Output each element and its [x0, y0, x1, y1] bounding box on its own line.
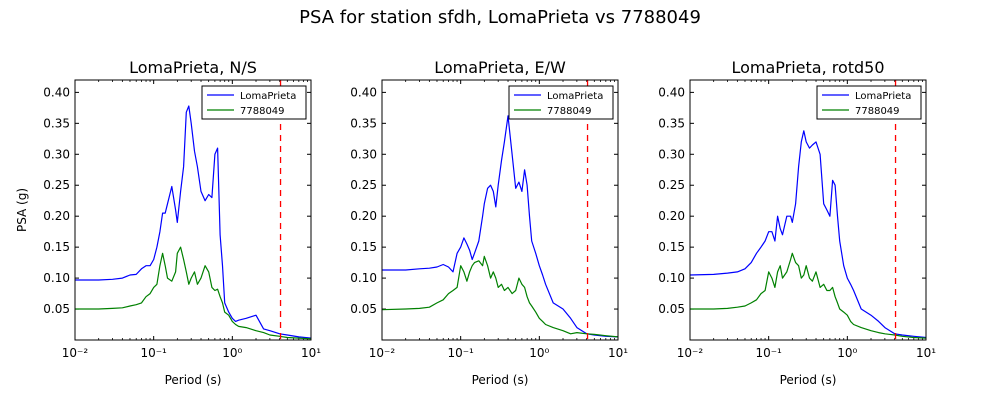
legend-label: 7788049 — [547, 106, 592, 117]
y-tick-label: 0.10 — [658, 271, 685, 285]
y-tick-label: 0.30 — [350, 147, 377, 161]
y-axis-label: PSA (g) — [15, 188, 29, 232]
y-tick-label: 0.35 — [350, 116, 377, 130]
y-tick-label: 0.25 — [43, 178, 70, 192]
y-tick-label: 0.05 — [43, 302, 70, 316]
chart-panel-2: LomaPrieta, E/W 10⁻² 10⁻¹ 10⁰ 10¹ 0.05 0.10 0.1… — [350, 58, 628, 387]
y-tick-label: 0.40 — [658, 85, 685, 99]
y-tick-label: 0.05 — [350, 302, 377, 316]
legend: LomaPrieta 7788049 — [201, 85, 307, 120]
y-tick-label: 0.15 — [658, 240, 685, 254]
legend: LomaPrieta 7788049 — [816, 85, 922, 120]
chart-title: LomaPrieta, N/S — [129, 58, 257, 77]
series-line-1 — [689, 130, 927, 339]
y-tick-label: 0.25 — [658, 178, 685, 192]
legend-box — [201, 85, 307, 120]
y-tick-label: 0.30 — [43, 147, 70, 161]
x-tick-label: 10¹ — [608, 346, 628, 360]
x-axis-label: Period (s) — [780, 373, 837, 387]
axes-frame — [689, 79, 927, 341]
y-tick-label: 0.30 — [658, 147, 685, 161]
axes-frame — [74, 79, 312, 341]
y-tick-label: 0.35 — [658, 116, 685, 130]
figure-title: PSA for station sfdh, LomaPrieta vs 7788… — [299, 7, 701, 28]
x-tick-label: 10¹ — [916, 346, 936, 360]
x-tick-label: 10⁻¹ — [755, 346, 782, 360]
legend-box — [508, 85, 614, 120]
x-axis-label: Period (s) — [165, 373, 222, 387]
legend-label: LomaPrieta — [547, 91, 603, 102]
x-tick-label: 10⁻² — [62, 346, 89, 360]
x-tick-label: 10⁻¹ — [140, 346, 167, 360]
chart-title: LomaPrieta, rotd50 — [731, 58, 884, 77]
x-tick-label: 10⁰ — [529, 346, 549, 360]
axes-frame — [381, 79, 619, 341]
chart-title: LomaPrieta, E/W — [434, 58, 566, 77]
y-tick-label: 0.10 — [43, 271, 70, 285]
legend-box — [816, 85, 922, 120]
series-line-1 — [382, 115, 619, 338]
x-tick-label: 10⁻¹ — [447, 346, 474, 360]
y-tick-label: 0.15 — [350, 240, 377, 254]
x-tick-label: 10⁰ — [222, 346, 242, 360]
x-axis-label: Period (s) — [472, 373, 529, 387]
y-tick-label: 0.15 — [43, 240, 70, 254]
y-tick-label: 0.05 — [658, 302, 685, 316]
y-tick-label: 0.20 — [350, 209, 377, 223]
series-line-2 — [690, 252, 927, 339]
y-tick-label: 0.20 — [658, 209, 685, 223]
legend-label: LomaPrieta — [240, 91, 296, 102]
y-tick-label: 0.25 — [350, 178, 377, 192]
chart-panel-3: LomaPrieta, rotd50 10⁻² 10⁻¹ 10⁰ 10¹ 0.05 0.10… — [658, 58, 936, 387]
legend-label: 7788049 — [240, 106, 285, 117]
chart-panel-1: LomaPrieta, N/S 10⁻² 10⁻¹ 10⁰ 10¹ 0.05 0.10 0.1… — [15, 58, 321, 387]
y-tick-label: 0.40 — [350, 85, 377, 99]
y-tick-label: 0.35 — [43, 116, 70, 130]
y-tick-label: 0.20 — [43, 209, 70, 223]
x-tick-label: 10⁻² — [677, 346, 704, 360]
series-line-2 — [381, 255, 619, 338]
x-tick-label: 10¹ — [301, 346, 321, 360]
x-tick-label: 10⁻² — [369, 346, 396, 360]
legend-label: LomaPrieta — [855, 91, 911, 102]
x-tick-label: 10⁰ — [837, 346, 857, 360]
series-line-2 — [75, 246, 312, 340]
charts-container: LomaPrieta, N/S 10⁻² 10⁻¹ 10⁰ 10¹ 0.05 0.10 0.1… — [15, 58, 936, 387]
legend: LomaPrieta 7788049 — [508, 85, 614, 120]
y-tick-label: 0.10 — [350, 271, 377, 285]
y-tick-label: 0.40 — [43, 85, 70, 99]
series-line-1 — [75, 105, 312, 339]
legend-label: 7788049 — [855, 106, 900, 117]
